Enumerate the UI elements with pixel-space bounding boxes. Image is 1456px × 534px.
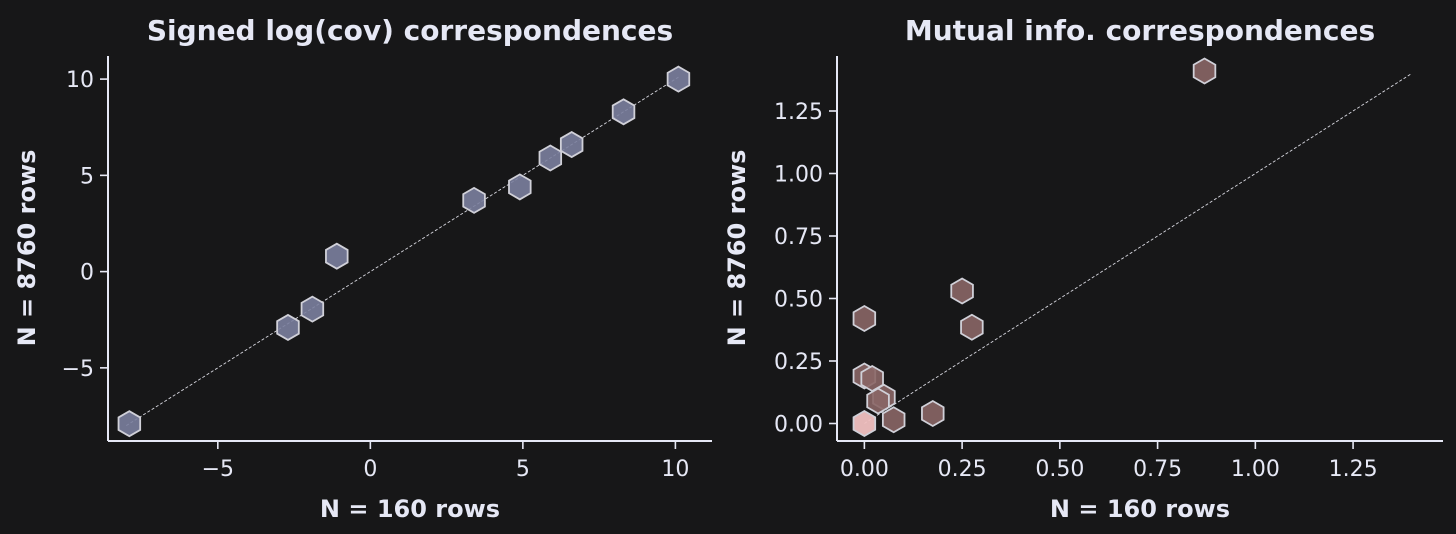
- x-tick-label: 0.75: [1133, 457, 1182, 482]
- data-point: [852, 409, 877, 438]
- point-group: [117, 65, 691, 438]
- data-point: [881, 406, 906, 434]
- tick-group: 0.00 0.25 0.50 0.75 1.00 1.25 0.00 0.25 0.50 0.75…: [774, 100, 1378, 482]
- x-tick-label: 0: [363, 457, 377, 482]
- data-point: [117, 410, 142, 438]
- identity-line: [864, 73, 1412, 424]
- x-tick-label: 10: [661, 457, 689, 482]
- chart-signed-log-cov: Signed log(cov) correspondences −5 0 5 10−5…: [13, 14, 712, 523]
- y-tick-label: −5: [62, 357, 94, 382]
- data-point: [950, 277, 974, 305]
- data-point: [462, 186, 486, 214]
- y-axis-label: N = 8760 rows: [723, 150, 751, 347]
- data-point: [1192, 57, 1217, 85]
- chart-title: Signed log(cov) correspondences: [147, 14, 673, 47]
- y-tick-label: 0.75: [774, 225, 823, 250]
- y-tick-label: 1.25: [774, 100, 823, 125]
- y-tick-label: 0.50: [774, 288, 823, 313]
- x-axis-label: N = 160 rows: [320, 495, 500, 523]
- y-tick-label: 5: [80, 164, 94, 189]
- data-point: [325, 242, 349, 270]
- y-tick-label: 1.00: [774, 163, 823, 188]
- tick-group: −5 0 5 10 −5 0 5 10: [62, 68, 690, 482]
- y-tick-label: 0.00: [774, 413, 823, 438]
- data-point: [300, 295, 325, 323]
- data-point: [508, 173, 532, 201]
- data-point: [866, 387, 890, 415]
- x-tick-label: 0.50: [1035, 457, 1084, 482]
- x-tick-label: −5: [202, 457, 234, 482]
- identity-line: [126, 76, 679, 426]
- data-point: [852, 304, 877, 333]
- data-point: [276, 313, 300, 341]
- y-tick-label: 0.25: [774, 350, 823, 375]
- y-axis-label: N = 8760 rows: [13, 150, 41, 347]
- data-point: [921, 399, 945, 428]
- x-tick-label: 0.00: [840, 457, 889, 482]
- data-point: [960, 313, 984, 341]
- data-point: [538, 144, 563, 172]
- data-point: [559, 131, 584, 159]
- y-tick-label: 10: [66, 68, 94, 93]
- chart-mutual-info: Mutual info. correspondences 0.00 0.25 0.5…: [723, 14, 1443, 523]
- data-point: [611, 98, 636, 126]
- x-tick-label: 0.25: [938, 457, 987, 482]
- x-tick-label: 1.00: [1231, 457, 1280, 482]
- y-tick-label: 0: [80, 261, 94, 286]
- x-tick-label: 1.25: [1329, 457, 1378, 482]
- x-axis-label: N = 160 rows: [1050, 495, 1230, 523]
- chart-title: Mutual info. correspondences: [905, 14, 1375, 47]
- point-group: [852, 57, 1217, 438]
- data-point: [666, 65, 691, 93]
- x-tick-label: 5: [516, 457, 530, 482]
